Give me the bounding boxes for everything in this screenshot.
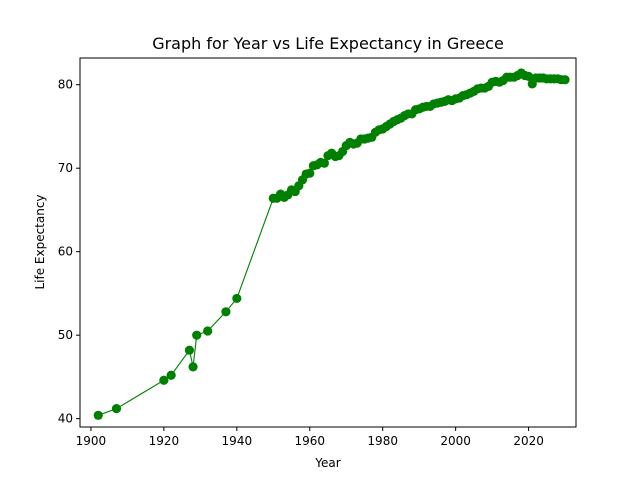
- data-point: [319, 158, 329, 168]
- x-axis: 1900 1920 1940 1960 1980 2000 2020: [76, 427, 544, 448]
- x-tick-label: 1940: [222, 434, 253, 448]
- y-axis: 40 50 60 70 80: [58, 78, 80, 426]
- data-point: [232, 293, 242, 304]
- data-point: [560, 75, 570, 85]
- x-tick-label: 1960: [294, 434, 325, 448]
- data-point: [221, 307, 231, 317]
- x-tick-label: 1900: [76, 434, 107, 448]
- plot-area: [93, 68, 570, 420]
- data-point: [203, 326, 213, 336]
- axes-frame: [79, 57, 577, 428]
- data-point: [111, 404, 122, 414]
- data-point: [166, 370, 176, 380]
- data-point: [188, 362, 198, 372]
- y-tick-label: 50: [58, 328, 73, 342]
- data-point: [192, 330, 202, 340]
- y-tick-label: 80: [58, 78, 73, 92]
- y-tick-label: 40: [58, 412, 73, 426]
- x-tick-label: 2020: [513, 434, 544, 448]
- y-axis-label: Life Expectancy: [33, 194, 47, 289]
- data-point: [523, 71, 534, 81]
- y-tick-label: 60: [58, 245, 73, 259]
- data-point: [93, 410, 103, 420]
- x-tick-label: 2000: [440, 434, 471, 448]
- x-tick-label: 1980: [367, 434, 398, 448]
- data-point: [159, 375, 169, 385]
- y-tick-label: 70: [58, 161, 73, 175]
- x-axis-label: Year: [314, 456, 340, 470]
- data-point: [184, 345, 195, 355]
- chart-title: Graph for Year vs Life Expectancy in Gre…: [152, 34, 504, 53]
- data-point: [305, 168, 315, 178]
- x-tick-label: 1920: [149, 434, 180, 448]
